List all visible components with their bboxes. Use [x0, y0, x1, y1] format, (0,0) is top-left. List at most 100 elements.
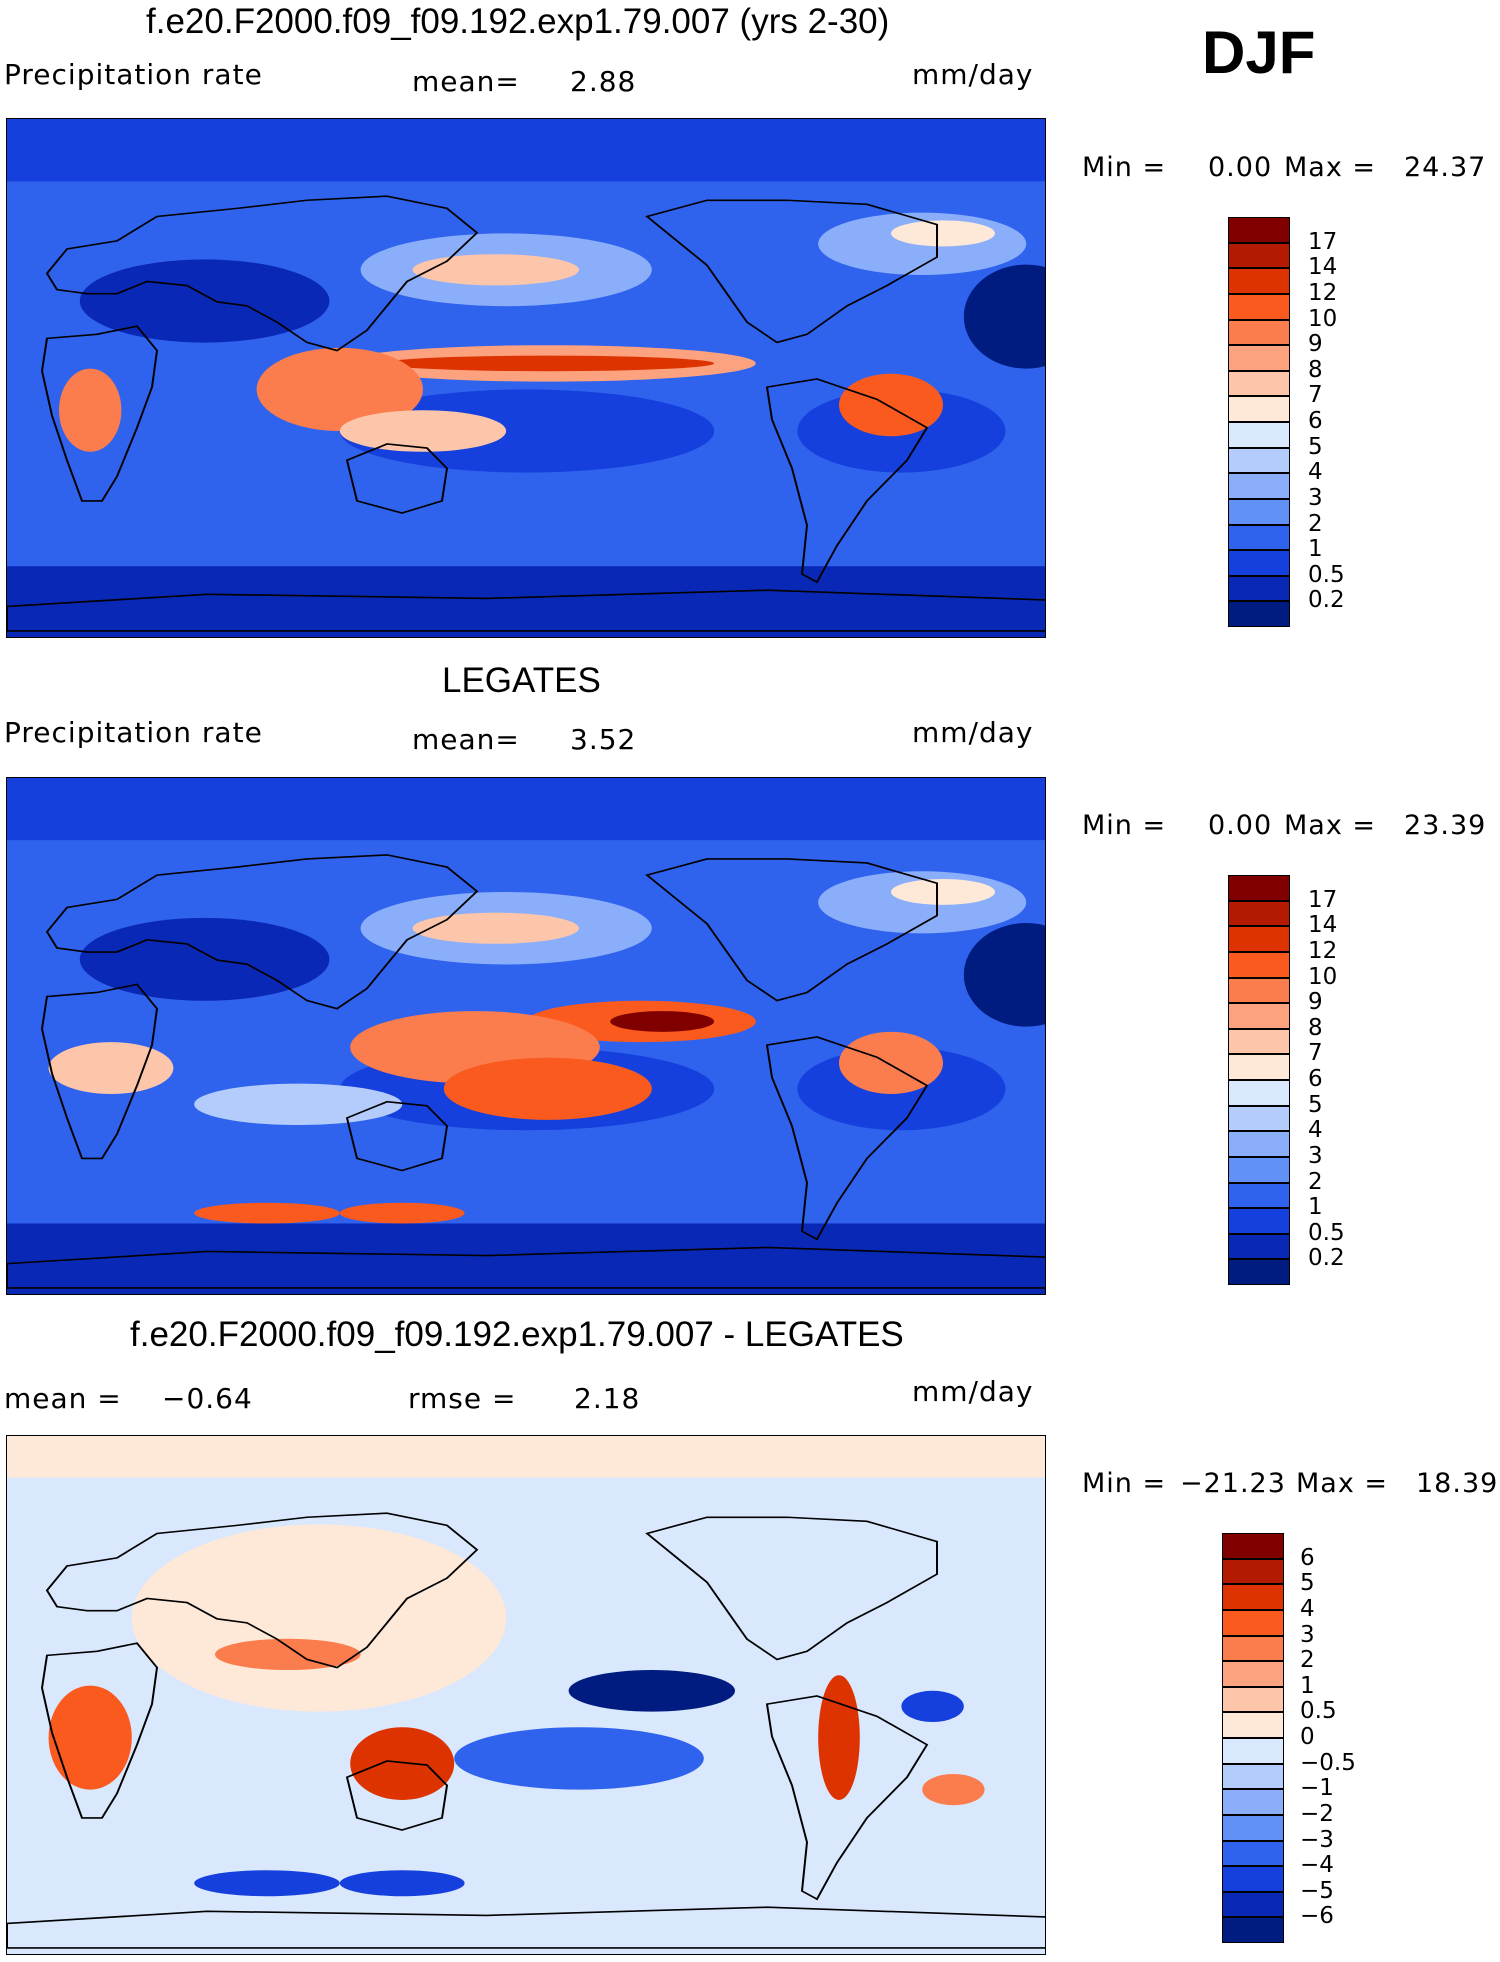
map-region [901, 1690, 964, 1722]
colorbar-labels-diff: 6 5 4 3 2 1 0.5 0 −0.5 −1 −2 −3 −4 −5 −6 [1300, 1533, 1390, 1943]
coastline [645, 858, 938, 1002]
map-region [79, 259, 330, 343]
colorbar-swatch [1228, 875, 1290, 901]
map-region [963, 264, 1045, 369]
coastline [765, 378, 929, 584]
map-region [568, 1670, 735, 1712]
colorbar-tick-label: −6 [1300, 1903, 1334, 1930]
colorbar-tick-label: 0.2 [1308, 587, 1345, 614]
colorbar-swatch [1228, 951, 1290, 978]
colorbar-swatch [1228, 926, 1290, 952]
season-label: DJF [1202, 19, 1316, 86]
coastline [645, 199, 938, 344]
colorbar-tick-label: 0.5 [1308, 561, 1345, 588]
min-value: 0.00 [1208, 810, 1273, 841]
colorbar-tick-label: 1 [1300, 1672, 1315, 1699]
colorbar-model [1228, 217, 1290, 627]
colorbar-tick-label: 3 [1308, 1142, 1323, 1169]
colorbar-tick-label: 6 [1308, 408, 1323, 434]
colorbar-tick-label: 2 [1308, 1168, 1323, 1195]
colorbar-tick-label: 3 [1300, 1621, 1315, 1648]
coastline [7, 589, 1045, 632]
colorbar-tick-label: −1 [1300, 1775, 1334, 1802]
colorbar-tick-label: 9 [1308, 331, 1323, 358]
colorbar-tick-label: 8 [1308, 1014, 1323, 1041]
colorbar-swatch [1228, 1208, 1290, 1234]
colorbar-swatch [1228, 217, 1290, 243]
map-region [194, 1202, 340, 1224]
coastline [7, 1906, 1045, 1949]
map-region [963, 923, 1045, 1027]
colorbar-swatch [1228, 1233, 1290, 1260]
field-label: Precipitation rate [4, 58, 263, 91]
colorbar-swatch [1222, 1558, 1284, 1585]
precip-map-model [6, 118, 1046, 638]
map-region [58, 368, 122, 452]
map-region [7, 566, 1045, 637]
colorbar-tick-label: 12 [1308, 937, 1338, 964]
colorbar-tick-label: 5 [1308, 433, 1323, 460]
coastline [45, 1512, 479, 1669]
colorbar-swatch [1228, 524, 1290, 551]
colorbar-tick-label: 4 [1308, 1117, 1323, 1144]
coastline [345, 1760, 449, 1831]
colorbar-swatch [1228, 345, 1290, 371]
colorbar-swatch [1228, 447, 1290, 474]
map-region [339, 1202, 465, 1224]
map-region [412, 912, 579, 944]
colorbar-tick-label: 3 [1308, 484, 1323, 511]
map-region [339, 389, 715, 473]
colorbar-swatch [1228, 293, 1290, 320]
map-region [7, 1223, 1045, 1294]
mean-label: mean= [412, 723, 520, 756]
colorbar-tick-label: 2 [1300, 1647, 1315, 1674]
max-value: 18.39 [1416, 1468, 1499, 1499]
map-region [839, 373, 943, 437]
colorbar-swatch [1228, 319, 1290, 346]
min-value: 0.00 [1208, 152, 1273, 183]
colorbar-swatch [1228, 1054, 1290, 1080]
coastline [40, 325, 159, 502]
map-region [79, 917, 330, 1001]
colorbar-swatch [1228, 575, 1290, 602]
rmse-value: 2.18 [574, 1382, 641, 1415]
colorbar-swatch [1228, 422, 1290, 448]
colorbar-tick-label: −4 [1300, 1852, 1334, 1879]
colorbar-tick-label: 17 [1308, 886, 1338, 913]
colorbar-swatch [1222, 1840, 1284, 1867]
colorbar-tick-label: −5 [1300, 1877, 1334, 1904]
map-region [350, 1727, 455, 1800]
colorbar-swatch [1222, 1533, 1284, 1559]
colorbar-swatch [1222, 1635, 1284, 1662]
map-region [922, 1774, 985, 1806]
colorbar-swatch [1228, 900, 1290, 927]
colorbar-swatch [1228, 977, 1290, 1004]
colorbar-tick-label: 1 [1308, 1194, 1323, 1221]
colorbar-tick-label: 0.5 [1308, 1219, 1345, 1246]
colorbar-obs [1228, 875, 1290, 1285]
colorbar-swatch [1228, 268, 1290, 294]
colorbar-swatch [1222, 1661, 1284, 1687]
colorbar-swatch [1228, 1105, 1290, 1132]
colorbar-tick-label: 0.2 [1308, 1245, 1345, 1272]
colorbar-swatch [1228, 1080, 1290, 1106]
units-label: mm/day [912, 716, 1034, 749]
colorbar-swatch [1222, 1814, 1284, 1841]
colorbar-swatch [1228, 1156, 1290, 1183]
coastline [345, 443, 449, 514]
colorbar-tick-label: −3 [1300, 1826, 1334, 1853]
colorbar-swatch [1228, 601, 1290, 627]
colorbar-swatch [1222, 1712, 1284, 1738]
colorbar-swatch [1228, 1259, 1290, 1285]
panel-title-diff: f.e20.F2000.f09_f09.192.exp1.79.007 - LE… [130, 1315, 904, 1354]
coastline [765, 1036, 929, 1241]
mean-label: mean= [412, 65, 520, 98]
max-label: Max = [1296, 1468, 1389, 1499]
colorbar-tick-label: 12 [1308, 279, 1338, 306]
rmse-label: rmse = [408, 1382, 517, 1415]
precip-map-obs [6, 777, 1046, 1295]
units-label: mm/day [912, 1375, 1034, 1408]
colorbar-tick-label: 6 [1300, 1544, 1315, 1571]
map-region [891, 220, 995, 247]
colorbar-labels-model: 17 14 12 10 9 8 7 6 5 4 3 2 1 0.5 0.2 [1308, 217, 1388, 627]
